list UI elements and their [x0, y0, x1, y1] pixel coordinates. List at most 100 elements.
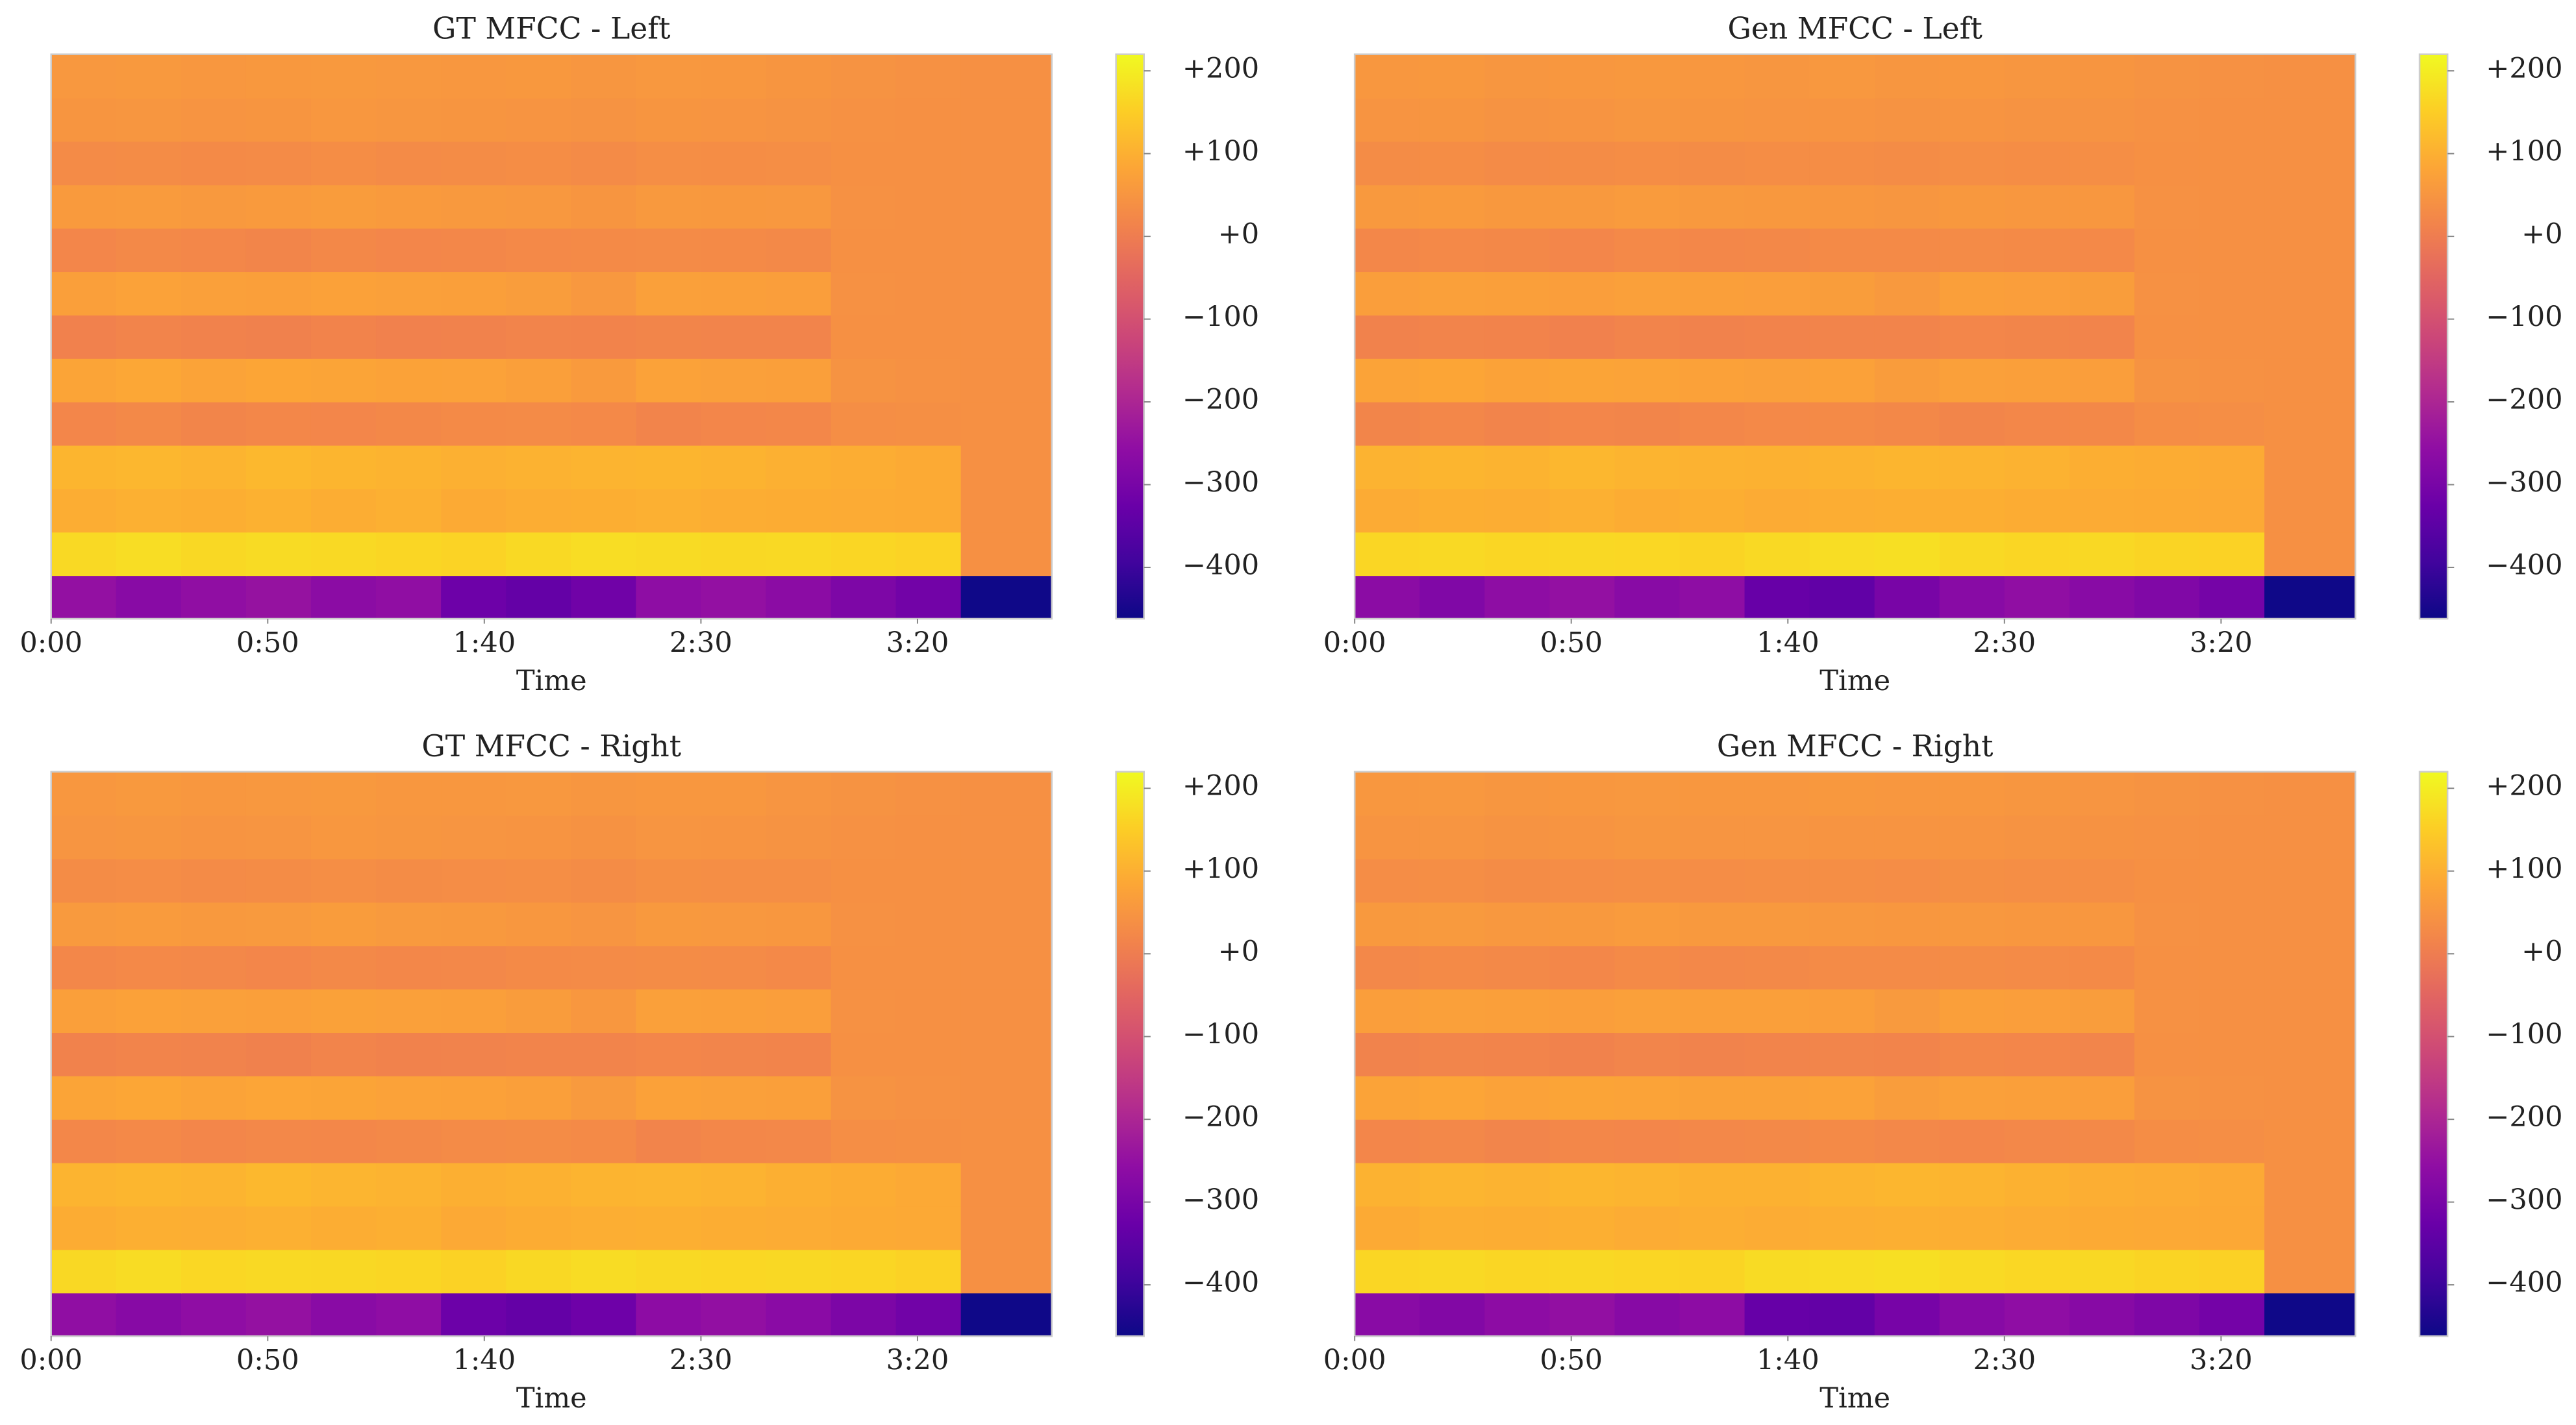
heat-cell: [245, 945, 312, 990]
heat-cell: [2069, 1032, 2135, 1076]
heat-cell: [2134, 815, 2201, 860]
heat-cell: [1419, 184, 1486, 229]
heat-cell: [636, 1119, 702, 1163]
heat-cell: [2134, 575, 2201, 620]
heat-cell: [701, 902, 767, 947]
heat-cell: [51, 989, 117, 1034]
heat-cell: [376, 575, 442, 620]
heat-cell: [1744, 945, 1810, 990]
x-tick-label: 0:50: [1540, 627, 1603, 660]
heat-cell: [116, 314, 182, 359]
heat-cell: [1355, 1206, 1421, 1250]
heat-cell: [1549, 54, 1616, 99]
colorbar-tick-label: −400: [1182, 1267, 1259, 1299]
heat-cell: [1744, 228, 1810, 273]
heat-cell: [831, 54, 897, 99]
heat-cell: [1679, 141, 1745, 186]
heat-cell: [441, 271, 507, 316]
heat-cell: [2199, 314, 2266, 359]
heat-cell: [636, 401, 702, 446]
heat-cell: [310, 401, 377, 446]
x-tick-label: 0:50: [1540, 1344, 1603, 1377]
heat-cell: [701, 575, 767, 620]
heat-cell: [2004, 815, 2070, 860]
heat-cell: [310, 989, 377, 1034]
heat-cell: [376, 271, 442, 316]
heat-cell: [376, 858, 442, 903]
heat-cell: [2004, 184, 2070, 229]
heat-cell: [831, 228, 897, 273]
x-tick-label: 0:00: [1323, 1344, 1386, 1377]
heat-cell: [636, 271, 702, 316]
heat-cell: [895, 54, 962, 99]
heat-cell: [1874, 1119, 1940, 1163]
heat-cell: [2134, 1032, 2201, 1076]
heat-cell: [116, 1162, 182, 1207]
heat-cell: [2134, 1075, 2201, 1120]
x-tick-label: 0:00: [1323, 627, 1386, 660]
heat-cell: [1679, 401, 1745, 446]
colorbar-tick-label: −400: [2486, 1267, 2562, 1299]
heat-cell: [245, 401, 312, 446]
heat-cell: [1355, 945, 1421, 990]
heat-cell: [506, 575, 572, 620]
heat-cell: [376, 97, 442, 142]
heat-cell: [1355, 141, 1421, 186]
heat-cell: [1355, 858, 1421, 903]
heat-cell: [116, 575, 182, 620]
heat-cell: [2199, 97, 2266, 142]
heat-cell: [1614, 1119, 1681, 1163]
heat-cell: [2134, 1206, 2201, 1250]
heat-cell: [571, 902, 637, 947]
heat-cell: [571, 314, 637, 359]
heat-cell: [1809, 445, 1875, 489]
colorbar-tick-label: −200: [1182, 1101, 1259, 1134]
heat-cell: [245, 97, 312, 142]
heat-cell: [766, 1075, 832, 1120]
heat-cell: [181, 1119, 247, 1163]
heat-cell: [1809, 1162, 1875, 1207]
heat-cell: [1874, 314, 1940, 359]
heat-cell: [831, 271, 897, 316]
heat-cell: [310, 815, 377, 860]
heat-cell: [2199, 358, 2266, 403]
heat-cell: [441, 97, 507, 142]
heat-cell: [2264, 1075, 2357, 1120]
heat-cell: [506, 401, 572, 446]
heat-cell: [2264, 228, 2357, 273]
heat-cell: [571, 771, 637, 816]
heat-cell: [181, 532, 247, 576]
heat-cell: [376, 54, 442, 99]
heat-cell: [1744, 488, 1810, 533]
heat-cell: [831, 815, 897, 860]
heat-cell: [2199, 141, 2266, 186]
x-tick-label: 0:50: [236, 627, 299, 660]
heat-cell: [2134, 1162, 2201, 1207]
heat-cell: [1549, 445, 1616, 489]
heat-cell: [1355, 989, 1421, 1034]
heat-cell: [2199, 902, 2266, 947]
heat-cell: [1614, 1249, 1681, 1294]
heat-cell: [2069, 1119, 2135, 1163]
heat-cell: [1549, 771, 1616, 816]
heat-cell: [2004, 358, 2070, 403]
heat-cell: [506, 228, 572, 273]
heat-cell: [1484, 401, 1551, 446]
heat-cell: [2069, 97, 2135, 142]
heat-cell: [1419, 97, 1486, 142]
heat-cell: [2069, 184, 2135, 229]
x-tick-label: 2:30: [1973, 1344, 2036, 1377]
heat-cell: [1484, 575, 1551, 620]
heat-cell: [2004, 1206, 2070, 1250]
colorbar-tick-label: −200: [1182, 384, 1259, 416]
heat-cell: [441, 184, 507, 229]
heat-cell: [2004, 1032, 2070, 1076]
heat-cell: [1744, 1206, 1810, 1250]
heat-cell: [571, 989, 637, 1034]
heat-cell: [310, 1032, 377, 1076]
heat-cell: [2004, 902, 2070, 947]
heat-cell: [895, 532, 962, 576]
heat-cell: [1744, 141, 1810, 186]
heat-cell: [1549, 858, 1616, 903]
heat-cell: [2069, 445, 2135, 489]
